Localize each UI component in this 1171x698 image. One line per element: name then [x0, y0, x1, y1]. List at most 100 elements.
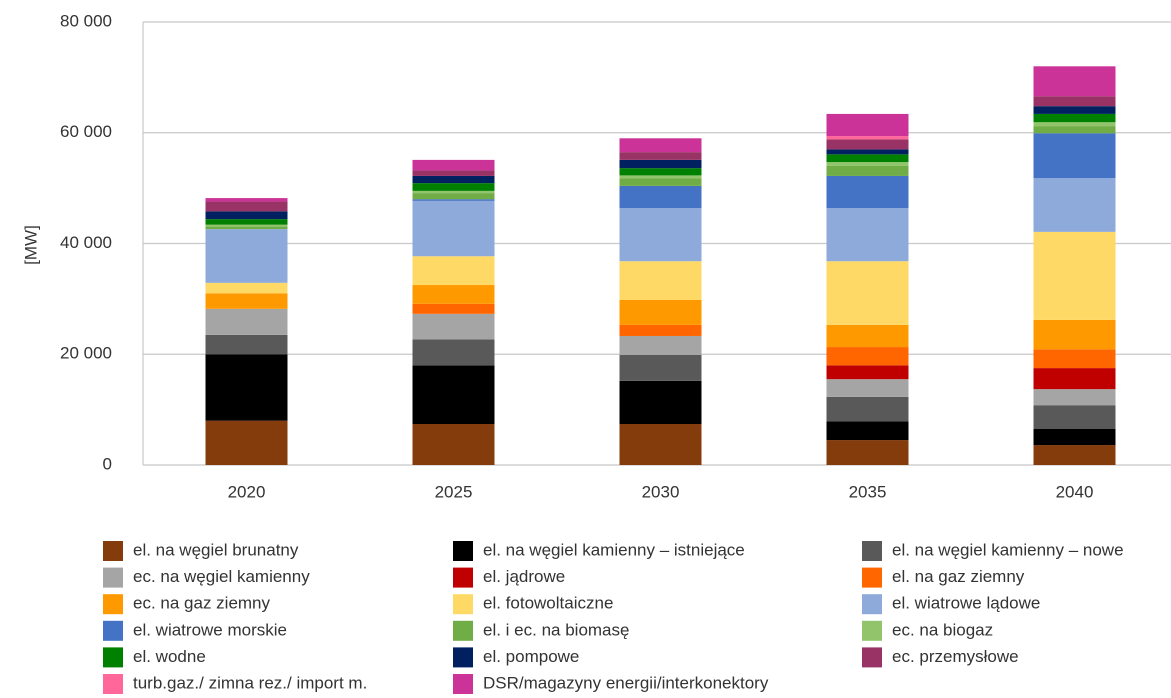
x-tick-label: 2035 [849, 482, 887, 501]
legend-swatch [453, 567, 473, 588]
bar-segment [205, 334, 288, 355]
bar-segment [412, 313, 495, 340]
legend-label: turb.gaz./ zimna rez./ import m. [133, 673, 367, 692]
bar-segment [205, 201, 288, 212]
bar-segment [205, 211, 288, 220]
bar-segment [619, 138, 702, 153]
bar-segment [1033, 319, 1116, 350]
bar-segment [412, 424, 495, 465]
legend-swatch [453, 674, 473, 694]
bar-segment [1033, 66, 1116, 97]
legend-label: ec. na biogaz [892, 620, 993, 639]
bar-segment [205, 308, 288, 335]
bar-segment [1033, 405, 1116, 430]
bar-segment [826, 379, 909, 397]
bar-segment [205, 226, 288, 230]
bar-segment [619, 152, 702, 160]
bar-segment [619, 208, 702, 262]
bar-segment [412, 339, 495, 366]
bar-segment [619, 335, 702, 355]
bar-segment [1033, 113, 1116, 123]
legend-label: el. i ec. na biomasę [483, 620, 629, 639]
legend-label: el. fotowoltaiczne [483, 594, 613, 613]
y-tick-label: 80 000 [60, 11, 112, 30]
legend-swatch [453, 647, 473, 668]
bar-segment [619, 354, 702, 381]
bar-segment [826, 136, 909, 140]
bar-segment [826, 162, 909, 166]
x-tick-label: 2030 [642, 482, 680, 501]
legend-swatch [862, 594, 882, 615]
bar-segment [412, 199, 495, 201]
legend-swatch [103, 594, 123, 615]
bar-segment [1033, 133, 1116, 179]
bar-segment [205, 420, 288, 465]
legend-swatch [862, 620, 882, 641]
bar-segment [1033, 445, 1116, 465]
legend-label: el. na węgiel kamienny – istniejące [483, 540, 745, 559]
bar-segment [1033, 368, 1116, 390]
bar-segment [826, 208, 909, 262]
bar-segment [619, 175, 702, 179]
legend-label: el. wiatrowe morskie [133, 620, 287, 639]
bar-segment [205, 229, 288, 283]
bar-segment [412, 193, 495, 200]
y-axis-label: [MW] [21, 225, 40, 265]
legend-label: el. pompowe [483, 647, 579, 666]
bar-segment [205, 282, 288, 294]
bar-segment [205, 293, 288, 309]
bar-segment [826, 347, 909, 366]
bar-segment [826, 324, 909, 348]
bar-segment [1033, 96, 1116, 107]
bar-segment [205, 224, 288, 227]
bar-segment [826, 421, 909, 441]
bar-segment [1033, 126, 1116, 134]
bar-segment [205, 354, 288, 421]
legend-swatch [453, 620, 473, 641]
y-tick-label: 40 000 [60, 233, 112, 252]
bar-segment [619, 185, 702, 209]
bar-segment [826, 113, 909, 137]
bar-segment [412, 190, 495, 194]
legend-label: el. jądrowe [483, 567, 565, 586]
x-tick-label: 2025 [435, 482, 473, 501]
legend-swatch [862, 541, 882, 561]
bar-segment [412, 170, 495, 176]
bar-segment [412, 285, 495, 304]
bar-segment [826, 440, 909, 465]
bar-segment [1033, 429, 1116, 446]
bar-segment [826, 396, 909, 422]
legend-swatch [103, 674, 123, 694]
legend-label: DSR/magazyny energii/interkonektory [483, 673, 769, 692]
bar-segment [619, 380, 702, 425]
bar-segment [1033, 389, 1116, 406]
bar-segment [412, 159, 495, 171]
legend-swatch [862, 647, 882, 668]
x-tick-label: 2040 [1056, 482, 1094, 501]
legend-label: ec. na węgiel kamienny [133, 567, 310, 586]
y-tick-label: 60 000 [60, 122, 112, 141]
bar-segment [412, 200, 495, 257]
legend-label: el. wiatrowe lądowe [892, 594, 1040, 613]
bar-segment [412, 303, 495, 314]
y-tick-label: 0 [103, 454, 112, 473]
bar-segment [619, 168, 702, 176]
legend-swatch [453, 541, 473, 561]
bar-segment [826, 165, 909, 176]
legend-label: ec. przemysłowe [892, 647, 1019, 666]
bar-segment [1033, 178, 1116, 232]
legend-label: el. na węgiel brunatny [133, 540, 299, 559]
bar-segment [412, 175, 495, 184]
bar-segment [826, 365, 909, 380]
legend-label: el. na gaz ziemny [892, 567, 1025, 586]
legend-swatch [862, 567, 882, 588]
legend-label: el. wodne [133, 647, 206, 666]
bar-segment [1033, 231, 1116, 320]
bar-segment [619, 261, 702, 300]
legend-swatch [103, 647, 123, 668]
bar-segment [619, 178, 702, 186]
bar-segment [412, 183, 495, 191]
bar-segment [412, 365, 495, 425]
